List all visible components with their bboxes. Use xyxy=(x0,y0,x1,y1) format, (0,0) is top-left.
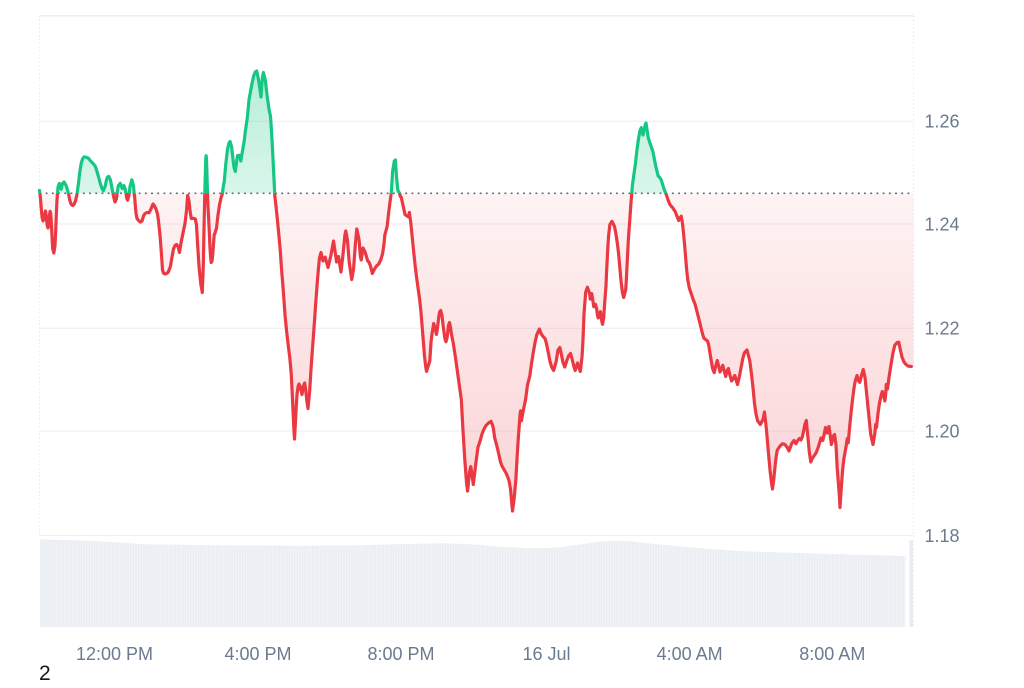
svg-text:4:00 PM: 4:00 PM xyxy=(224,644,291,664)
svg-text:8:00 AM: 8:00 AM xyxy=(799,644,865,664)
svg-text:16 Jul: 16 Jul xyxy=(522,644,570,664)
svg-text:1.20: 1.20 xyxy=(925,421,960,441)
svg-text:1.22: 1.22 xyxy=(925,319,960,339)
svg-text:1.24: 1.24 xyxy=(925,214,960,234)
svg-text:1.26: 1.26 xyxy=(925,112,960,132)
svg-text:12:00 PM: 12:00 PM xyxy=(76,644,153,664)
svg-text:2: 2 xyxy=(39,662,51,683)
svg-text:1.18: 1.18 xyxy=(925,526,960,546)
svg-text:4:00 AM: 4:00 AM xyxy=(657,644,723,664)
svg-text:8:00 PM: 8:00 PM xyxy=(367,644,434,664)
